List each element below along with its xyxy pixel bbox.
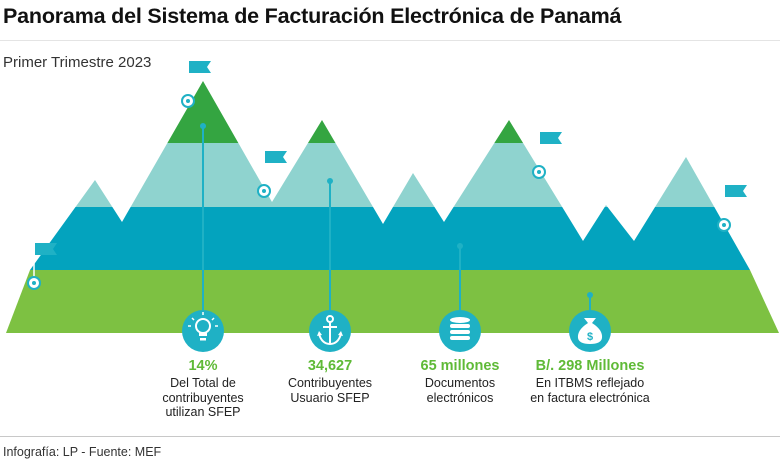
stat-value: 34,627 [307, 358, 353, 374]
anchor-icon [309, 310, 351, 352]
stat-item: B/. 298 Millones En ITBMS reflejado en f… [515, 357, 665, 405]
base-green-band [6, 270, 779, 333]
stat-item: 34,627 Contribuyentes Usuario SFEP [255, 357, 405, 405]
stat-value: 14% [188, 358, 218, 374]
stat-value: 65 millones [420, 358, 500, 374]
lightbulb-icon [182, 310, 224, 352]
header-divider [0, 40, 780, 41]
footer-divider [0, 436, 780, 437]
footer-credit: Infografía: LP - Fuente: MEF [3, 445, 162, 459]
page-title: Panorama del Sistema de Facturación Elec… [3, 4, 622, 28]
database-icon [439, 310, 481, 352]
stat-item: 14% Del Total de contribuyentes utilizan… [128, 357, 278, 420]
stat-description: Documentos electrónicos [424, 376, 496, 405]
flag-icon [257, 150, 287, 198]
peak-light-teal-band [75, 143, 715, 207]
flag-icon [717, 184, 747, 232]
stat-value: B/. 298 Millones [535, 358, 645, 374]
page-subtitle: Primer Trimestre 2023 [3, 54, 152, 71]
money-bag-icon: $ [569, 310, 611, 352]
stat-description: Contribuyentes Usuario SFEP [287, 376, 373, 405]
stat-item: 65 millones Documentos electrónicos [385, 357, 535, 405]
flag-icon [27, 242, 57, 290]
peak-blue-band [30, 207, 750, 270]
flag-icon [181, 60, 211, 108]
svg-text:$: $ [587, 331, 593, 343]
stat-description: En ITBMS reflejado en factura electrónic… [530, 376, 650, 405]
flag-icon [532, 131, 562, 179]
stat-description: Del Total de contribuyentes utilizan SFE… [162, 376, 244, 419]
